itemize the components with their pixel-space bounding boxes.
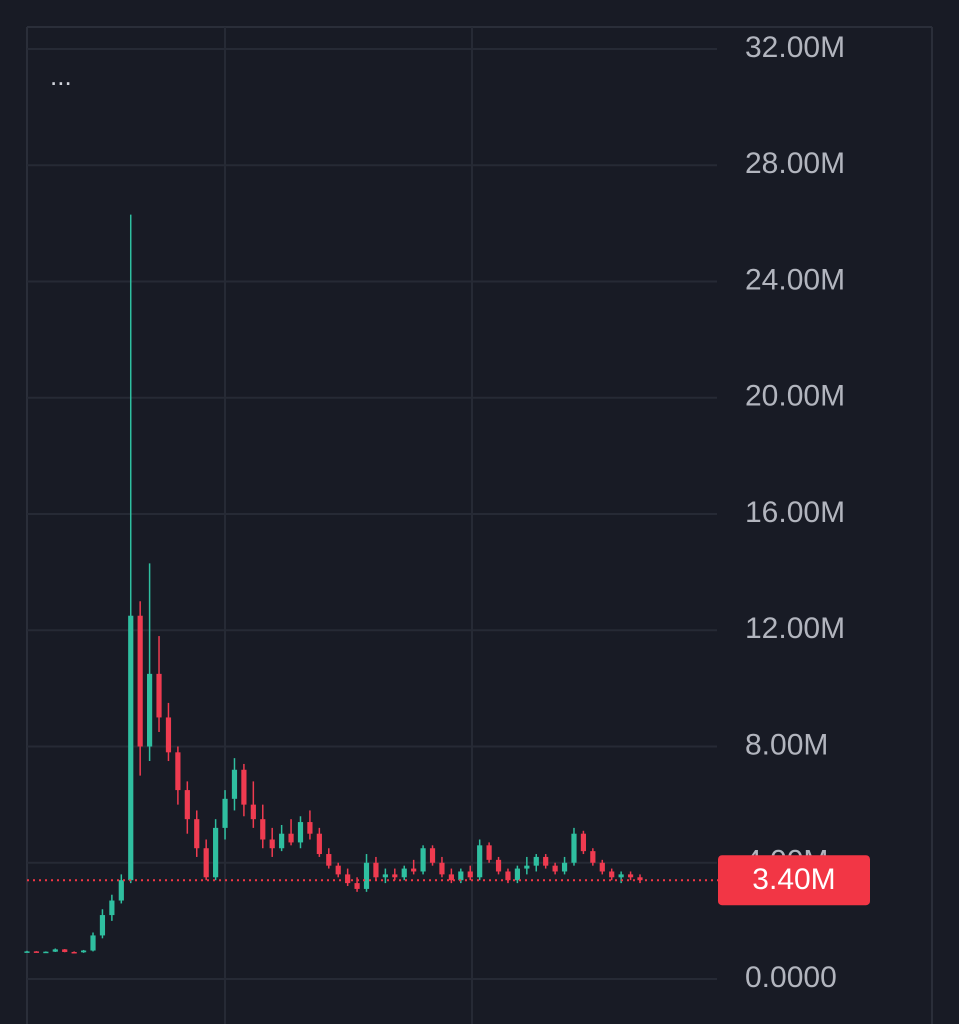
candle-body (411, 868, 417, 872)
candle-body (231, 769, 238, 799)
candle-body (128, 615, 134, 881)
candle-body (467, 871, 473, 878)
candle-body (147, 673, 153, 747)
candle-body (429, 848, 436, 863)
candle-body (156, 673, 162, 718)
candle-body (514, 868, 520, 881)
y-tick-label: 8.00M (745, 728, 828, 761)
candle-body (326, 854, 332, 866)
candle-body (99, 915, 106, 936)
candle-body (269, 839, 275, 849)
candle-body (392, 874, 398, 878)
candle-body (307, 822, 313, 834)
candle-body (373, 862, 379, 878)
menu-dots[interactable]: ... (50, 61, 72, 91)
candle-body (213, 827, 219, 878)
candle-body (580, 833, 587, 852)
last-price-label: 3.40M (752, 863, 835, 896)
candle-body (250, 804, 256, 820)
candle-body (524, 865, 530, 869)
candle-body (43, 951, 49, 954)
candle-body (637, 877, 643, 881)
candle-body (599, 862, 605, 872)
candle-body (477, 845, 483, 878)
candle-body (297, 822, 304, 843)
candle-body (401, 868, 407, 878)
candle-body (552, 865, 558, 872)
y-tick-label: 16.00M (745, 496, 845, 529)
candle-body (627, 874, 634, 878)
y-tick-label: 20.00M (745, 380, 845, 413)
candle-body (62, 949, 68, 952)
candle-body (279, 833, 285, 849)
candle-body (609, 871, 615, 878)
candle-body (590, 851, 596, 863)
candle-body (288, 833, 294, 843)
candle-body (505, 871, 511, 881)
candle-body (165, 717, 172, 753)
candle-body (90, 935, 96, 951)
last-price-tag (718, 855, 870, 906)
y-tick-label: 12.00M (745, 612, 845, 645)
candle-body (533, 856, 539, 866)
y-tick-label: 0.0000 (745, 961, 837, 994)
candle-body (184, 790, 190, 820)
candle-body (118, 880, 124, 901)
candle-body (52, 949, 58, 952)
candle-body (109, 900, 115, 916)
candles (24, 214, 643, 954)
candle-body (33, 951, 40, 953)
candle-body (448, 874, 454, 881)
candle-body (363, 862, 370, 889)
candle-body (71, 951, 77, 954)
candle-body (203, 848, 209, 878)
overlay: 3.40M (27, 855, 870, 906)
candle-body (222, 798, 228, 828)
candle-body (458, 871, 464, 881)
candle-body (335, 865, 341, 875)
candle-body (80, 950, 87, 953)
candle-body (345, 874, 351, 884)
candle-body (260, 819, 266, 840)
candle-body (354, 883, 360, 889)
candle-body (495, 859, 502, 872)
candle-body (439, 862, 445, 875)
y-tick-label: 32.00M (745, 31, 845, 64)
candle-body (24, 951, 30, 953)
candle-body (316, 833, 322, 855)
candle-body (486, 845, 492, 860)
candle-body (175, 752, 181, 791)
candle-body (241, 769, 247, 805)
candle-body (194, 819, 200, 849)
candle-body (137, 615, 143, 747)
candle-body (543, 856, 549, 866)
candle-body (420, 848, 426, 872)
candle-body (561, 862, 568, 872)
y-tick-label: 24.00M (745, 263, 845, 296)
candle-body (382, 874, 388, 878)
candle-body (618, 874, 624, 878)
candle-body (571, 833, 577, 863)
y-tick-label: 28.00M (745, 147, 845, 180)
